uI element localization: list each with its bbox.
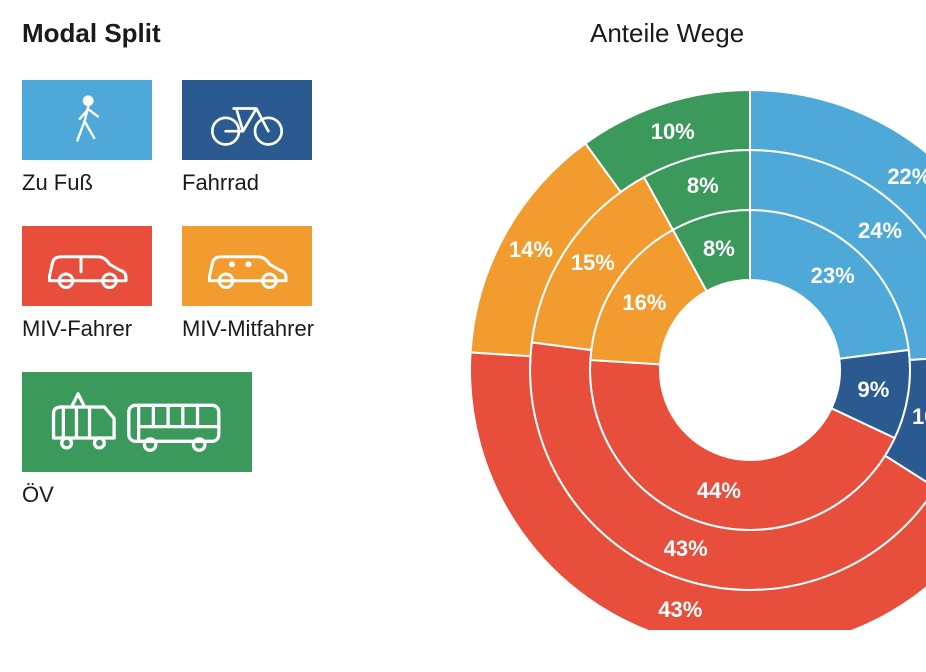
chart-title: Anteile Wege xyxy=(590,18,744,49)
slice-label: 10% xyxy=(651,119,695,145)
slice-label: 23% xyxy=(811,263,855,289)
legend-item-miv_mitfahrer: MIV-Mitfahrer xyxy=(182,226,314,342)
walk-icon xyxy=(22,80,152,160)
slice-label: 16% xyxy=(622,290,666,316)
legend-item-zu_fuss: Zu Fuß xyxy=(22,80,152,196)
slice-label: 10% xyxy=(912,404,926,430)
legend-label: Zu Fuß xyxy=(22,170,152,196)
legend: Zu Fuß Fahrrad MIV-Fahrer MIV-Mitfahrer ÖV xyxy=(22,80,314,538)
legend-label: MIV-Mitfahrer xyxy=(182,316,314,342)
slice-label: 43% xyxy=(664,536,708,562)
slice-label: 8% xyxy=(703,236,735,262)
slice-label: 22% xyxy=(887,164,926,190)
donut-chart: 23% 9% 44% 16% 8% 24% 10% 43% 15% 8% 22% 43% 14% 10% xyxy=(470,70,926,630)
slice-label: 24% xyxy=(858,218,902,244)
legend-item-fahrrad: Fahrrad xyxy=(182,80,312,196)
slice-label: 8% xyxy=(687,173,719,199)
legend-label: MIV-Fahrer xyxy=(22,316,152,342)
slice-label: 43% xyxy=(658,597,702,623)
bike-icon xyxy=(182,80,312,160)
car-icon xyxy=(22,226,152,306)
slice-label: 15% xyxy=(571,250,615,276)
car-passenger-icon xyxy=(182,226,312,306)
legend-item-miv_fahrer: MIV-Fahrer xyxy=(22,226,152,342)
legend-item-ov: ÖV xyxy=(22,372,252,508)
slice-label: 14% xyxy=(509,237,553,263)
slice-label: 9% xyxy=(858,377,890,403)
transit-icon xyxy=(22,372,252,472)
slice-label: 44% xyxy=(697,478,741,504)
legend-label: ÖV xyxy=(22,482,252,508)
page-title: Modal Split xyxy=(22,18,161,49)
legend-label: Fahrrad xyxy=(182,170,312,196)
